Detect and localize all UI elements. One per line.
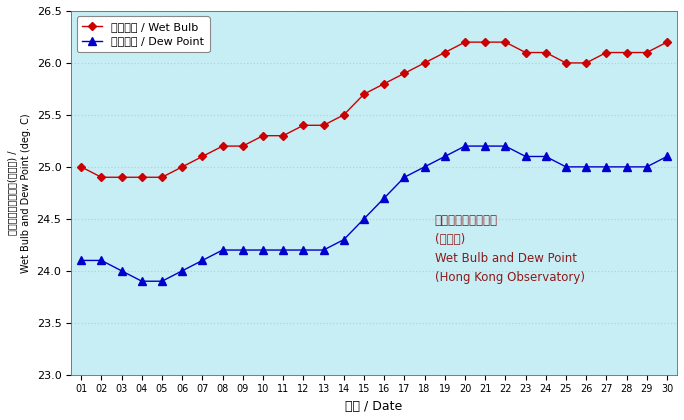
Y-axis label: 濕球溫度及露點溫度(攝氏度) /
Wet Bulb and Dew Point (deg. C): 濕球溫度及露點溫度(攝氏度) / Wet Bulb and Dew Point …	[7, 113, 31, 273]
濕球溫度 / Wet Bulb	[521, 50, 529, 55]
濕球溫度 / Wet Bulb	[97, 175, 105, 180]
濕球溫度 / Wet Bulb	[218, 144, 226, 149]
露點溫度 / Dew Point	[400, 175, 408, 180]
露點溫度 / Dew Point	[259, 247, 267, 252]
露點溫度 / Dew Point	[602, 164, 610, 169]
濕球溫度 / Wet Bulb	[340, 113, 348, 118]
露點溫度 / Dew Point	[198, 258, 207, 263]
濕球溫度 / Wet Bulb	[663, 39, 671, 45]
濕球溫度 / Wet Bulb	[178, 164, 186, 169]
露點溫度 / Dew Point	[501, 144, 510, 149]
濕球溫度 / Wet Bulb	[137, 175, 146, 180]
露點溫度 / Dew Point	[77, 258, 86, 263]
Text: 濕球溫度及露點溫度
(天文台)
Wet Bulb and Dew Point
(Hong Kong Observatory): 濕球溫度及露點溫度 (天文台) Wet Bulb and Dew Point (…	[434, 214, 585, 284]
露點溫度 / Dew Point	[380, 196, 389, 201]
濕球溫度 / Wet Bulb	[643, 50, 651, 55]
露點溫度 / Dew Point	[279, 247, 287, 252]
露點溫度 / Dew Point	[218, 247, 226, 252]
濕球溫度 / Wet Bulb	[319, 123, 328, 128]
濕球溫度 / Wet Bulb	[118, 175, 126, 180]
露點溫度 / Dew Point	[622, 164, 631, 169]
濕球溫度 / Wet Bulb	[239, 144, 247, 149]
濕球溫度 / Wet Bulb	[582, 60, 590, 66]
Line: 濕球溫度 / Wet Bulb: 濕球溫度 / Wet Bulb	[78, 39, 670, 181]
露點溫度 / Dew Point	[178, 268, 186, 273]
露點溫度 / Dew Point	[158, 279, 166, 284]
濕球溫度 / Wet Bulb	[158, 175, 166, 180]
露點溫度 / Dew Point	[300, 247, 308, 252]
露點溫度 / Dew Point	[137, 279, 146, 284]
濕球溫度 / Wet Bulb	[501, 39, 510, 45]
露點溫度 / Dew Point	[481, 144, 489, 149]
濕球溫度 / Wet Bulb	[77, 164, 86, 169]
露點溫度 / Dew Point	[118, 268, 126, 273]
濕球溫度 / Wet Bulb	[279, 133, 287, 138]
Line: 露點溫度 / Dew Point: 露點溫度 / Dew Point	[77, 142, 671, 285]
濕球溫度 / Wet Bulb	[400, 71, 408, 76]
濕球溫度 / Wet Bulb	[622, 50, 631, 55]
濕球溫度 / Wet Bulb	[421, 60, 429, 66]
露點溫度 / Dew Point	[562, 164, 570, 169]
濕球溫度 / Wet Bulb	[481, 39, 489, 45]
濕球溫度 / Wet Bulb	[602, 50, 610, 55]
露點溫度 / Dew Point	[582, 164, 590, 169]
露點溫度 / Dew Point	[421, 164, 429, 169]
濕球溫度 / Wet Bulb	[300, 123, 308, 128]
濕球溫度 / Wet Bulb	[380, 81, 389, 86]
露點溫度 / Dew Point	[360, 216, 368, 221]
露點溫度 / Dew Point	[97, 258, 105, 263]
露點溫度 / Dew Point	[542, 154, 550, 159]
Legend: 濕球溫度 / Wet Bulb, 露點溫度 / Dew Point: 濕球溫度 / Wet Bulb, 露點溫度 / Dew Point	[77, 16, 210, 52]
露點溫度 / Dew Point	[663, 154, 671, 159]
濕球溫度 / Wet Bulb	[562, 60, 570, 66]
濕球溫度 / Wet Bulb	[198, 154, 207, 159]
露點溫度 / Dew Point	[340, 237, 348, 242]
濕球溫度 / Wet Bulb	[542, 50, 550, 55]
露點溫度 / Dew Point	[319, 247, 328, 252]
濕球溫度 / Wet Bulb	[461, 39, 469, 45]
露點溫度 / Dew Point	[239, 247, 247, 252]
露點溫度 / Dew Point	[643, 164, 651, 169]
濕球溫度 / Wet Bulb	[440, 50, 449, 55]
濕球溫度 / Wet Bulb	[259, 133, 267, 138]
濕球溫度 / Wet Bulb	[360, 92, 368, 97]
露點溫度 / Dew Point	[461, 144, 469, 149]
露點溫度 / Dew Point	[521, 154, 529, 159]
X-axis label: 日期 / Date: 日期 / Date	[345, 400, 403, 413]
露點溫度 / Dew Point	[440, 154, 449, 159]
